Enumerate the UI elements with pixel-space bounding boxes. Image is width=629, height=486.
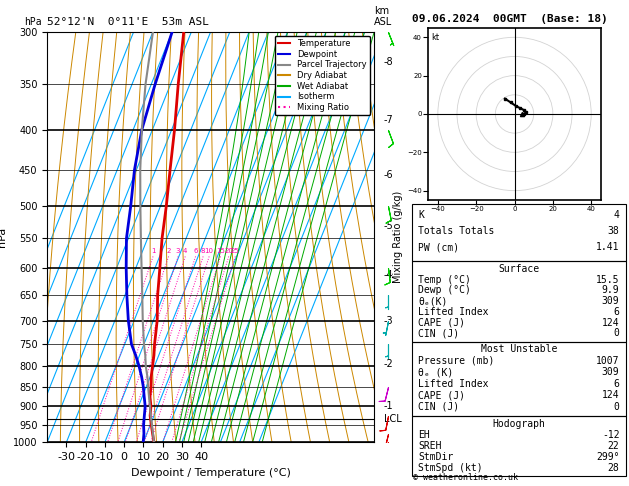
Text: PW (cm): PW (cm) [418,242,460,252]
Text: 15: 15 [216,248,225,254]
X-axis label: Dewpoint / Temperature (°C): Dewpoint / Temperature (°C) [131,468,291,478]
Text: -1: -1 [384,400,393,411]
Text: 299°: 299° [596,452,620,462]
Text: 1.41: 1.41 [596,242,620,252]
Bar [412,261,626,342]
Text: 0: 0 [613,328,620,338]
Text: 2: 2 [167,248,170,254]
Y-axis label: hPa: hPa [0,227,8,247]
Text: Totals Totals: Totals Totals [418,226,495,236]
Text: -2: -2 [384,359,394,369]
Text: 6: 6 [193,248,198,254]
Text: 0: 0 [613,402,620,412]
Text: 22: 22 [608,441,620,451]
Text: -5: -5 [384,221,394,231]
Legend: Temperature, Dewpoint, Parcel Trajectory, Dry Adiabat, Wet Adiabat, Isotherm, Mi: Temperature, Dewpoint, Parcel Trajectory… [275,36,370,115]
Text: Lifted Index: Lifted Index [418,307,489,317]
Text: 1: 1 [151,248,155,254]
Text: 10: 10 [204,248,214,254]
Text: 3: 3 [176,248,181,254]
Text: kt: kt [431,33,440,42]
Text: hPa: hPa [25,17,42,28]
Text: CIN (J): CIN (J) [418,402,460,412]
Text: 15.5: 15.5 [596,275,620,285]
Text: 309: 309 [602,367,620,377]
Text: 09.06.2024  00GMT  (Base: 18): 09.06.2024 00GMT (Base: 18) [412,14,608,24]
Text: K: K [418,209,425,220]
Text: CAPE (J): CAPE (J) [418,390,465,400]
Text: 4: 4 [613,209,620,220]
Text: 1007: 1007 [596,356,620,366]
Text: SREH: SREH [418,441,442,451]
Text: Dewp (°C): Dewp (°C) [418,285,471,295]
Text: Surface: Surface [498,264,540,274]
Text: θₑ(K): θₑ(K) [418,296,448,306]
Bar [412,342,626,417]
Text: Mixing Ratio (g/kg): Mixing Ratio (g/kg) [393,191,403,283]
Text: LCL: LCL [384,415,401,424]
Text: EH: EH [418,430,430,440]
Text: Hodograph: Hodograph [493,419,545,429]
Text: -12: -12 [602,430,620,440]
Text: 124: 124 [602,317,620,328]
Text: -8: -8 [384,57,393,67]
Text: -7: -7 [384,115,394,125]
Text: 4: 4 [183,248,187,254]
Bar [412,417,626,476]
Text: 124: 124 [602,390,620,400]
Bar [412,204,626,261]
Text: Most Unstable: Most Unstable [481,344,557,354]
Text: 6: 6 [613,307,620,317]
Text: 9.9: 9.9 [602,285,620,295]
Text: 25: 25 [231,248,240,254]
Text: Lifted Index: Lifted Index [418,379,489,389]
Text: Temp (°C): Temp (°C) [418,275,471,285]
Text: 28: 28 [608,463,620,473]
Text: © weatheronline.co.uk: © weatheronline.co.uk [413,473,518,482]
Text: 38: 38 [608,226,620,236]
Text: km
ASL: km ASL [374,6,392,28]
Text: 309: 309 [602,296,620,306]
Text: -4: -4 [384,270,393,280]
Text: 52°12'N  0°11'E  53m ASL: 52°12'N 0°11'E 53m ASL [47,17,209,28]
Text: -3: -3 [384,315,393,326]
Text: CAPE (J): CAPE (J) [418,317,465,328]
Text: 20: 20 [225,248,233,254]
Text: CIN (J): CIN (J) [418,328,460,338]
Text: StmSpd (kt): StmSpd (kt) [418,463,483,473]
Text: θₑ (K): θₑ (K) [418,367,454,377]
Text: Pressure (mb): Pressure (mb) [418,356,495,366]
Text: -6: -6 [384,170,393,180]
Text: StmDir: StmDir [418,452,454,462]
Text: 8: 8 [201,248,206,254]
Text: 6: 6 [613,379,620,389]
